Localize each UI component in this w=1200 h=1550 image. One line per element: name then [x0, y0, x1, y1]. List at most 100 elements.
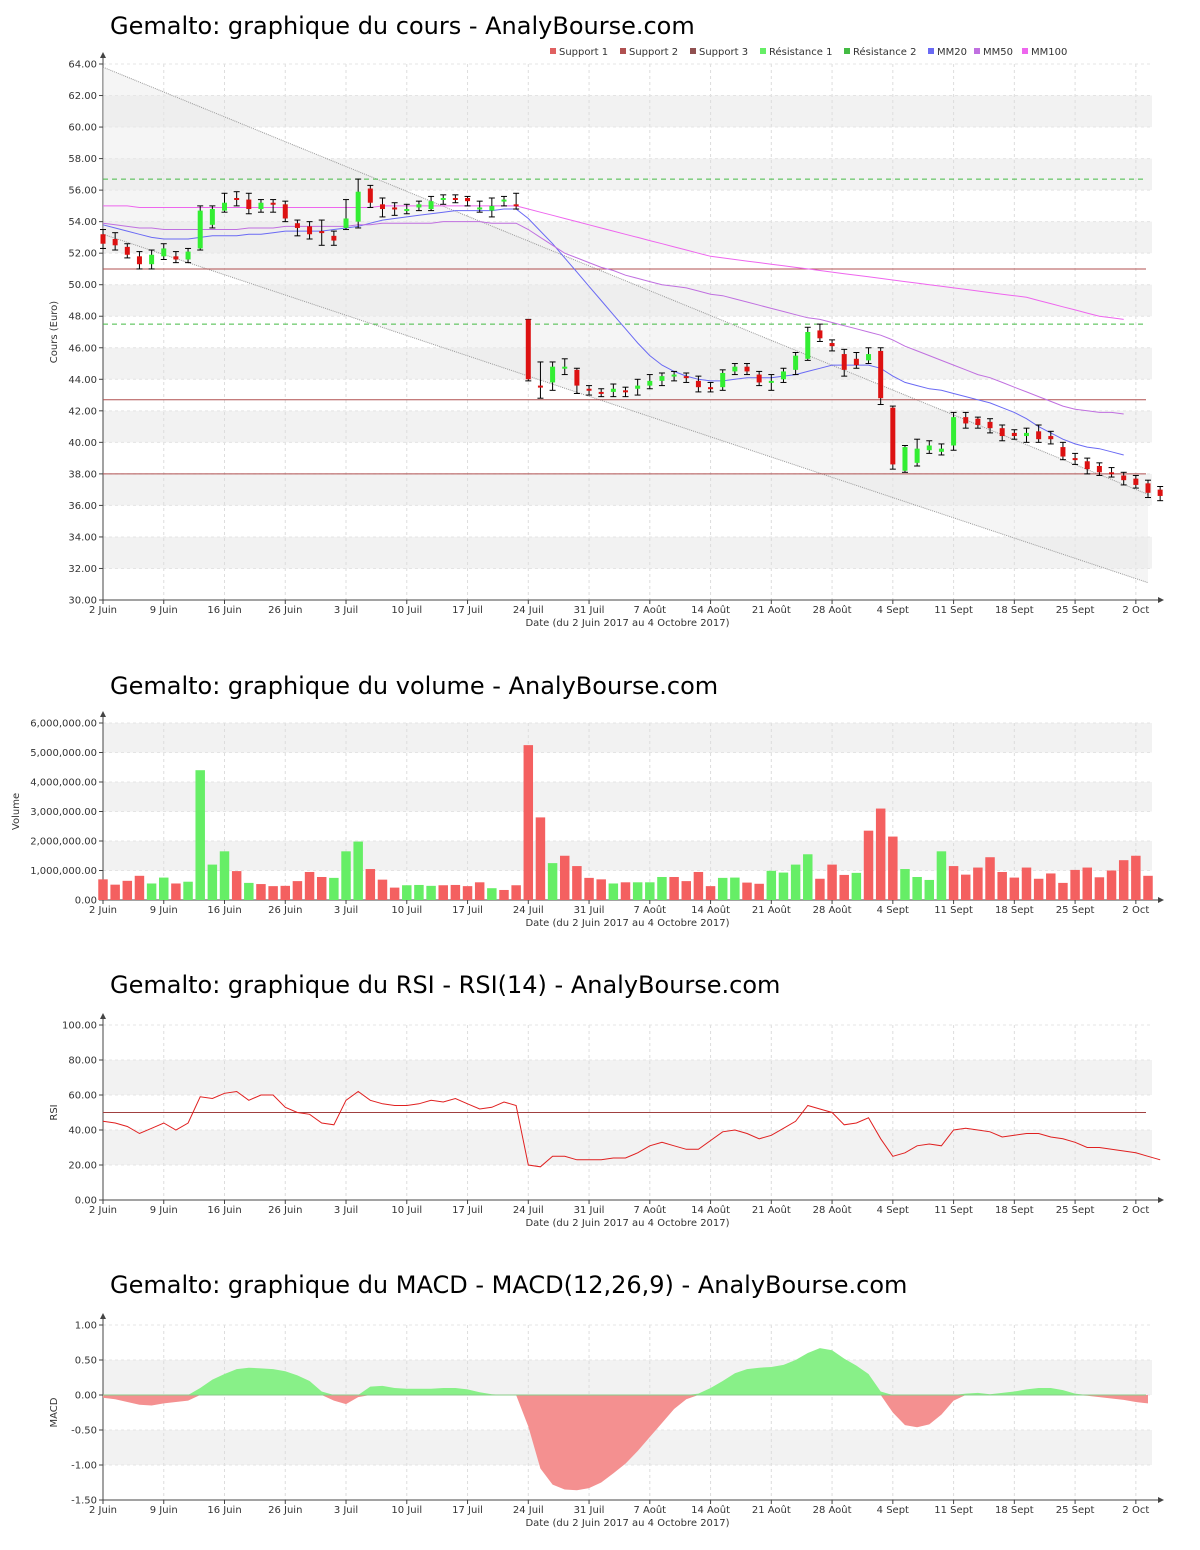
macd-chart: -1.50 -1.00 -0.50 0.00 0.50 1.00 2 Juin 9 Juin 1… [49, 1313, 1164, 1529]
candle-body [343, 218, 349, 228]
volume-bar [572, 866, 582, 900]
trend-upper-line [102, 66, 1149, 495]
volume-bar [766, 870, 777, 900]
candle-body [938, 448, 944, 452]
volume-bar [632, 882, 643, 900]
y-axis-arrow [100, 711, 106, 717]
volume-bar [110, 884, 120, 900]
volume-bar [171, 883, 181, 900]
candle-body [1109, 472, 1115, 475]
candle-body [501, 199, 507, 202]
volume-bar [1143, 875, 1153, 900]
volume-bar [244, 882, 254, 900]
candle-body [537, 385, 543, 388]
legend-swatch [690, 48, 696, 54]
x-tick-label: 9 Juin [150, 1205, 178, 1216]
volume-bar [402, 885, 412, 900]
volume-bar [584, 877, 594, 900]
y-tick-label: 34.00 [68, 532, 97, 543]
volume-bar [207, 864, 218, 900]
y-tick-label: 6,000,000.00 [30, 719, 97, 730]
x-tick-label: 25 Sept [1056, 605, 1095, 616]
candle-body [623, 390, 628, 393]
volume-bar [1009, 877, 1020, 900]
volume-bar [608, 883, 619, 900]
y-tick-label: 56.00 [68, 186, 97, 197]
grid-band [103, 536, 1152, 569]
x-tick-label: 28 Août [813, 1504, 852, 1516]
candle-body [319, 231, 325, 234]
moving-average-mm50 [102, 221, 1124, 415]
volume-bar [499, 889, 509, 900]
candle-body [1084, 461, 1090, 470]
x-tick-label: 21 Août [752, 1204, 791, 1216]
x-tick-label: 9 Juin [150, 905, 178, 916]
volume-bar [657, 876, 667, 900]
y-axis-arrow [100, 52, 106, 58]
candle-body [586, 388, 592, 391]
x-tick-label: 24 Juil [513, 1505, 544, 1516]
volume-bar [256, 884, 266, 900]
candle-body [647, 380, 653, 386]
x-axis-label: Date (du 2 Juin 2017 au 4 Octobre 2017) [525, 918, 729, 929]
y-tick-label: 38.00 [68, 469, 97, 480]
legend-swatch [550, 48, 556, 54]
candle-body [902, 447, 908, 471]
volume-bar [936, 851, 947, 900]
price-legend: Support 1 Support 2 Support 3 Résistance 1 R… [550, 46, 1067, 58]
candle-body [1023, 432, 1029, 437]
volume-bar [474, 882, 485, 900]
x-tick-label: 21 Août [752, 604, 791, 616]
x-axis-label: Date (du 2 Juin 2017 au 4 Octobre 2017) [525, 618, 729, 629]
grid-band [103, 158, 1152, 191]
candle-body [720, 372, 726, 388]
volume-bar [462, 886, 473, 900]
rsi-line [102, 1090, 1161, 1168]
y-tick-label: 50.00 [68, 280, 97, 291]
legend-swatch [928, 48, 934, 54]
y-tick-label: 80.00 [68, 1056, 97, 1067]
candle-body [1121, 475, 1127, 481]
candle-body [756, 374, 762, 383]
x-tick-label: 11 Sept [934, 905, 973, 916]
x-tick-label: 2 Juin [89, 905, 117, 916]
x-tick-label: 25 Sept [1056, 1205, 1095, 1216]
x-axis-arrow [1158, 897, 1164, 903]
volume-bar [669, 876, 679, 900]
volume-bar [1033, 878, 1044, 900]
volume-bar [790, 864, 801, 900]
volume-bar [365, 869, 376, 900]
x-tick-label: 17 Juil [452, 1205, 483, 1216]
trend-lower-line [102, 233, 1149, 584]
x-tick-label: 7 Août [634, 904, 667, 916]
candle-body [282, 204, 288, 219]
volume-bar [535, 817, 546, 900]
legend-label: MM100 [1031, 47, 1067, 58]
candle-body [525, 319, 531, 380]
x-tick-label: 16 Juin [207, 905, 241, 916]
x-tick-label: 26 Juin [268, 1205, 302, 1216]
y-tick-label: 3,000,000.00 [30, 807, 97, 818]
x-tick-label: 7 Août [634, 1504, 667, 1516]
x-tick-label: 31 Juil [574, 605, 605, 616]
y-tick-label: 5,000,000.00 [30, 748, 97, 759]
x-tick-label: 11 Sept [934, 1205, 973, 1216]
candle-body [379, 204, 385, 210]
y-tick-label: 1.00 [75, 1321, 97, 1332]
candle-body [149, 254, 155, 265]
volume-bar [450, 884, 461, 900]
y-axis-label: Cours (Euro) [49, 301, 60, 364]
candle-body [841, 354, 847, 370]
candle-body [817, 330, 823, 339]
candle-body [124, 246, 130, 255]
grid-band [103, 95, 1152, 128]
y-tick-label: 60.00 [68, 1091, 97, 1102]
candle-body [574, 369, 580, 386]
grid-band [103, 723, 1152, 753]
legend-swatch [844, 48, 850, 54]
x-tick-label: 14 Août [691, 1204, 730, 1216]
candle-body [963, 417, 969, 424]
x-tick-label: 17 Juil [452, 905, 483, 916]
x-tick-label: 25 Sept [1056, 905, 1095, 916]
volume-bar [803, 854, 813, 900]
